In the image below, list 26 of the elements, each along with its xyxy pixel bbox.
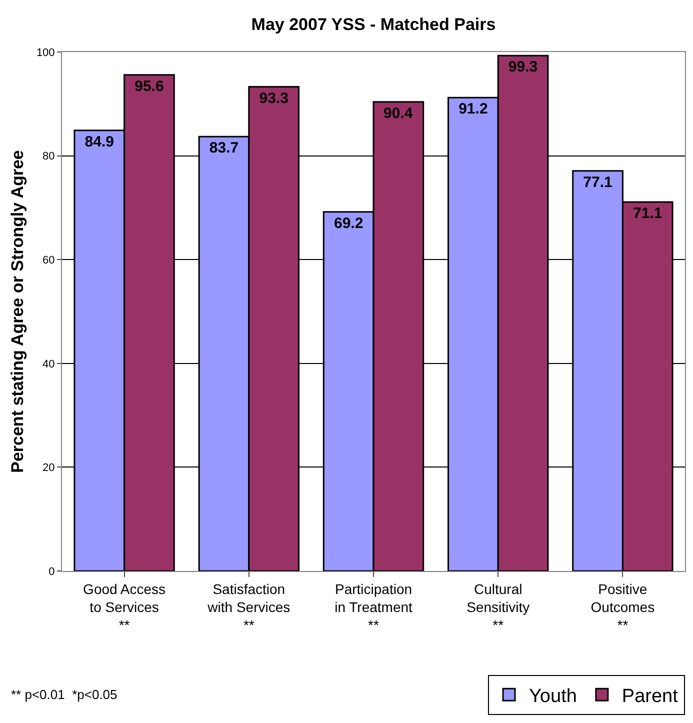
x-tick-label: Participation in Treatment ** (334, 580, 413, 634)
data-label: 93.3 (259, 90, 288, 107)
x-tick-label: Good Access to Services ** (83, 580, 166, 634)
data-label: 77.1 (583, 174, 612, 191)
data-label: 91.2 (458, 100, 488, 118)
text: ** p<0.01 *p<0.05 (11, 687, 118, 702)
y-tick-label: 20 (42, 462, 55, 474)
data-label: 99.3 (508, 58, 538, 76)
chart-title: May 2007 YSS - Matched Pairs (251, 14, 496, 34)
legend-label: Parent (622, 686, 679, 708)
y-tick-label: 0 (48, 566, 55, 578)
x-tick-label: Positive Outcomes ** (590, 580, 655, 634)
data-label: 83.7 (209, 140, 239, 157)
data-label: 95.6 (134, 78, 164, 95)
legend-label: Youth (529, 686, 577, 708)
x-tick-label: Cultural Sensitivity ** (466, 580, 530, 634)
data-label: 84.9 (84, 133, 114, 150)
x-tick-label: Satisfaction with Services ** (206, 580, 290, 634)
y-tick-label: 100 (36, 46, 55, 59)
data-label: 71.1 (633, 204, 662, 222)
y-tick-label: 80 (42, 150, 55, 163)
y-tick-label: 40 (42, 358, 55, 370)
y-axis-title: Percent stating Agree or Strongly Agree (8, 150, 27, 473)
data-label: 69.2 (334, 214, 364, 232)
y-tick-label: 60 (42, 254, 55, 266)
data-label: 90.4 (383, 104, 414, 122)
